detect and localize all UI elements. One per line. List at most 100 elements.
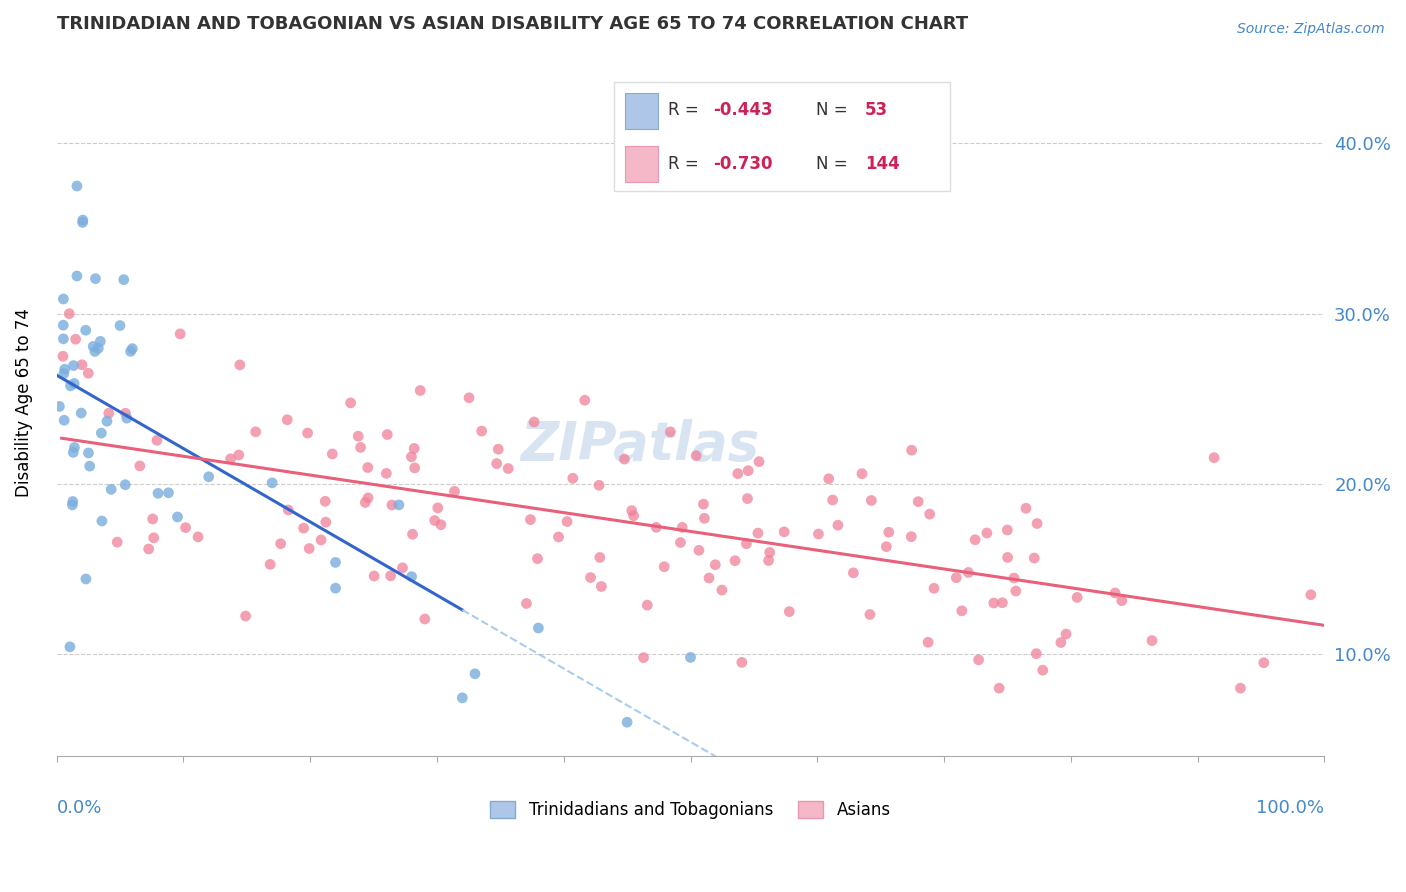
Point xyxy=(860,493,883,508)
Point xyxy=(451,690,474,705)
Point xyxy=(276,413,298,427)
Point xyxy=(645,520,668,534)
Point xyxy=(229,358,252,372)
Point xyxy=(82,339,104,353)
Point xyxy=(128,458,150,473)
Point xyxy=(401,569,423,583)
Point xyxy=(90,426,112,441)
Point xyxy=(486,442,509,457)
Point xyxy=(922,582,945,596)
Point xyxy=(347,429,370,443)
Text: TRINIDADIAN AND TOBAGONIAN VS ASIAN DISABILITY AGE 65 TO 74 CORRELATION CHART: TRINIDADIAN AND TOBAGONIAN VS ASIAN DISA… xyxy=(56,15,967,33)
Point xyxy=(859,607,882,622)
Point xyxy=(1253,656,1275,670)
Point xyxy=(262,475,284,490)
Text: 0.0%: 0.0% xyxy=(56,798,103,817)
Point xyxy=(197,469,219,483)
Point xyxy=(807,527,830,541)
Point xyxy=(48,400,70,414)
Point xyxy=(66,268,89,283)
Point xyxy=(758,545,780,559)
Point xyxy=(298,541,321,556)
Point xyxy=(623,508,645,523)
Point xyxy=(146,486,169,500)
Point xyxy=(187,530,209,544)
Point xyxy=(58,307,80,321)
Point xyxy=(235,609,257,624)
Point xyxy=(166,510,188,524)
Point xyxy=(120,344,142,359)
Point xyxy=(991,596,1014,610)
Point xyxy=(1024,551,1046,566)
Point xyxy=(613,452,636,467)
Point xyxy=(519,513,541,527)
Point xyxy=(710,583,733,598)
Point xyxy=(297,425,319,440)
Point xyxy=(228,448,250,462)
Point xyxy=(967,653,990,667)
Point xyxy=(1002,571,1025,585)
Point xyxy=(555,515,578,529)
Point xyxy=(430,517,453,532)
Point xyxy=(315,515,337,529)
Point xyxy=(401,450,423,464)
Point xyxy=(70,358,93,372)
Point xyxy=(1054,627,1077,641)
Point xyxy=(1066,591,1088,605)
Point xyxy=(375,467,398,481)
Point xyxy=(965,533,987,547)
Point xyxy=(404,442,426,456)
Point xyxy=(277,503,299,517)
Point xyxy=(70,406,93,420)
Point xyxy=(877,525,900,540)
Point xyxy=(842,566,865,580)
Point xyxy=(75,572,97,586)
Point xyxy=(325,555,347,569)
Point xyxy=(737,464,759,478)
Point xyxy=(108,318,131,333)
Point xyxy=(579,570,602,584)
Point xyxy=(391,561,413,575)
Point xyxy=(704,558,727,572)
Point xyxy=(75,323,97,337)
Point xyxy=(633,650,655,665)
Point xyxy=(401,527,423,541)
Point xyxy=(62,445,84,459)
Point xyxy=(731,656,754,670)
Point xyxy=(827,518,849,533)
Point xyxy=(325,581,347,595)
Point xyxy=(146,434,169,448)
Point xyxy=(309,533,332,547)
Point xyxy=(59,640,82,654)
Point xyxy=(458,391,481,405)
Point xyxy=(105,535,128,549)
Point xyxy=(679,650,702,665)
Point xyxy=(100,483,122,497)
Point xyxy=(636,598,658,612)
Point xyxy=(60,498,83,512)
Point xyxy=(53,413,76,427)
Point xyxy=(917,635,939,649)
Point xyxy=(219,451,242,466)
Point xyxy=(90,514,112,528)
Point xyxy=(413,612,436,626)
Point xyxy=(747,526,769,541)
Point xyxy=(685,449,707,463)
Point xyxy=(339,396,361,410)
Point xyxy=(900,530,922,544)
Point xyxy=(616,715,638,730)
Point xyxy=(851,467,873,481)
Point xyxy=(314,494,336,508)
Point xyxy=(515,597,537,611)
Point xyxy=(1299,588,1322,602)
Point xyxy=(157,485,180,500)
Point xyxy=(363,569,385,583)
Point xyxy=(52,292,75,306)
Point xyxy=(900,443,922,458)
Point xyxy=(380,569,402,583)
Point xyxy=(588,478,610,492)
Point xyxy=(97,406,120,420)
Point xyxy=(697,571,720,585)
Point xyxy=(918,507,941,521)
Point xyxy=(748,455,770,469)
